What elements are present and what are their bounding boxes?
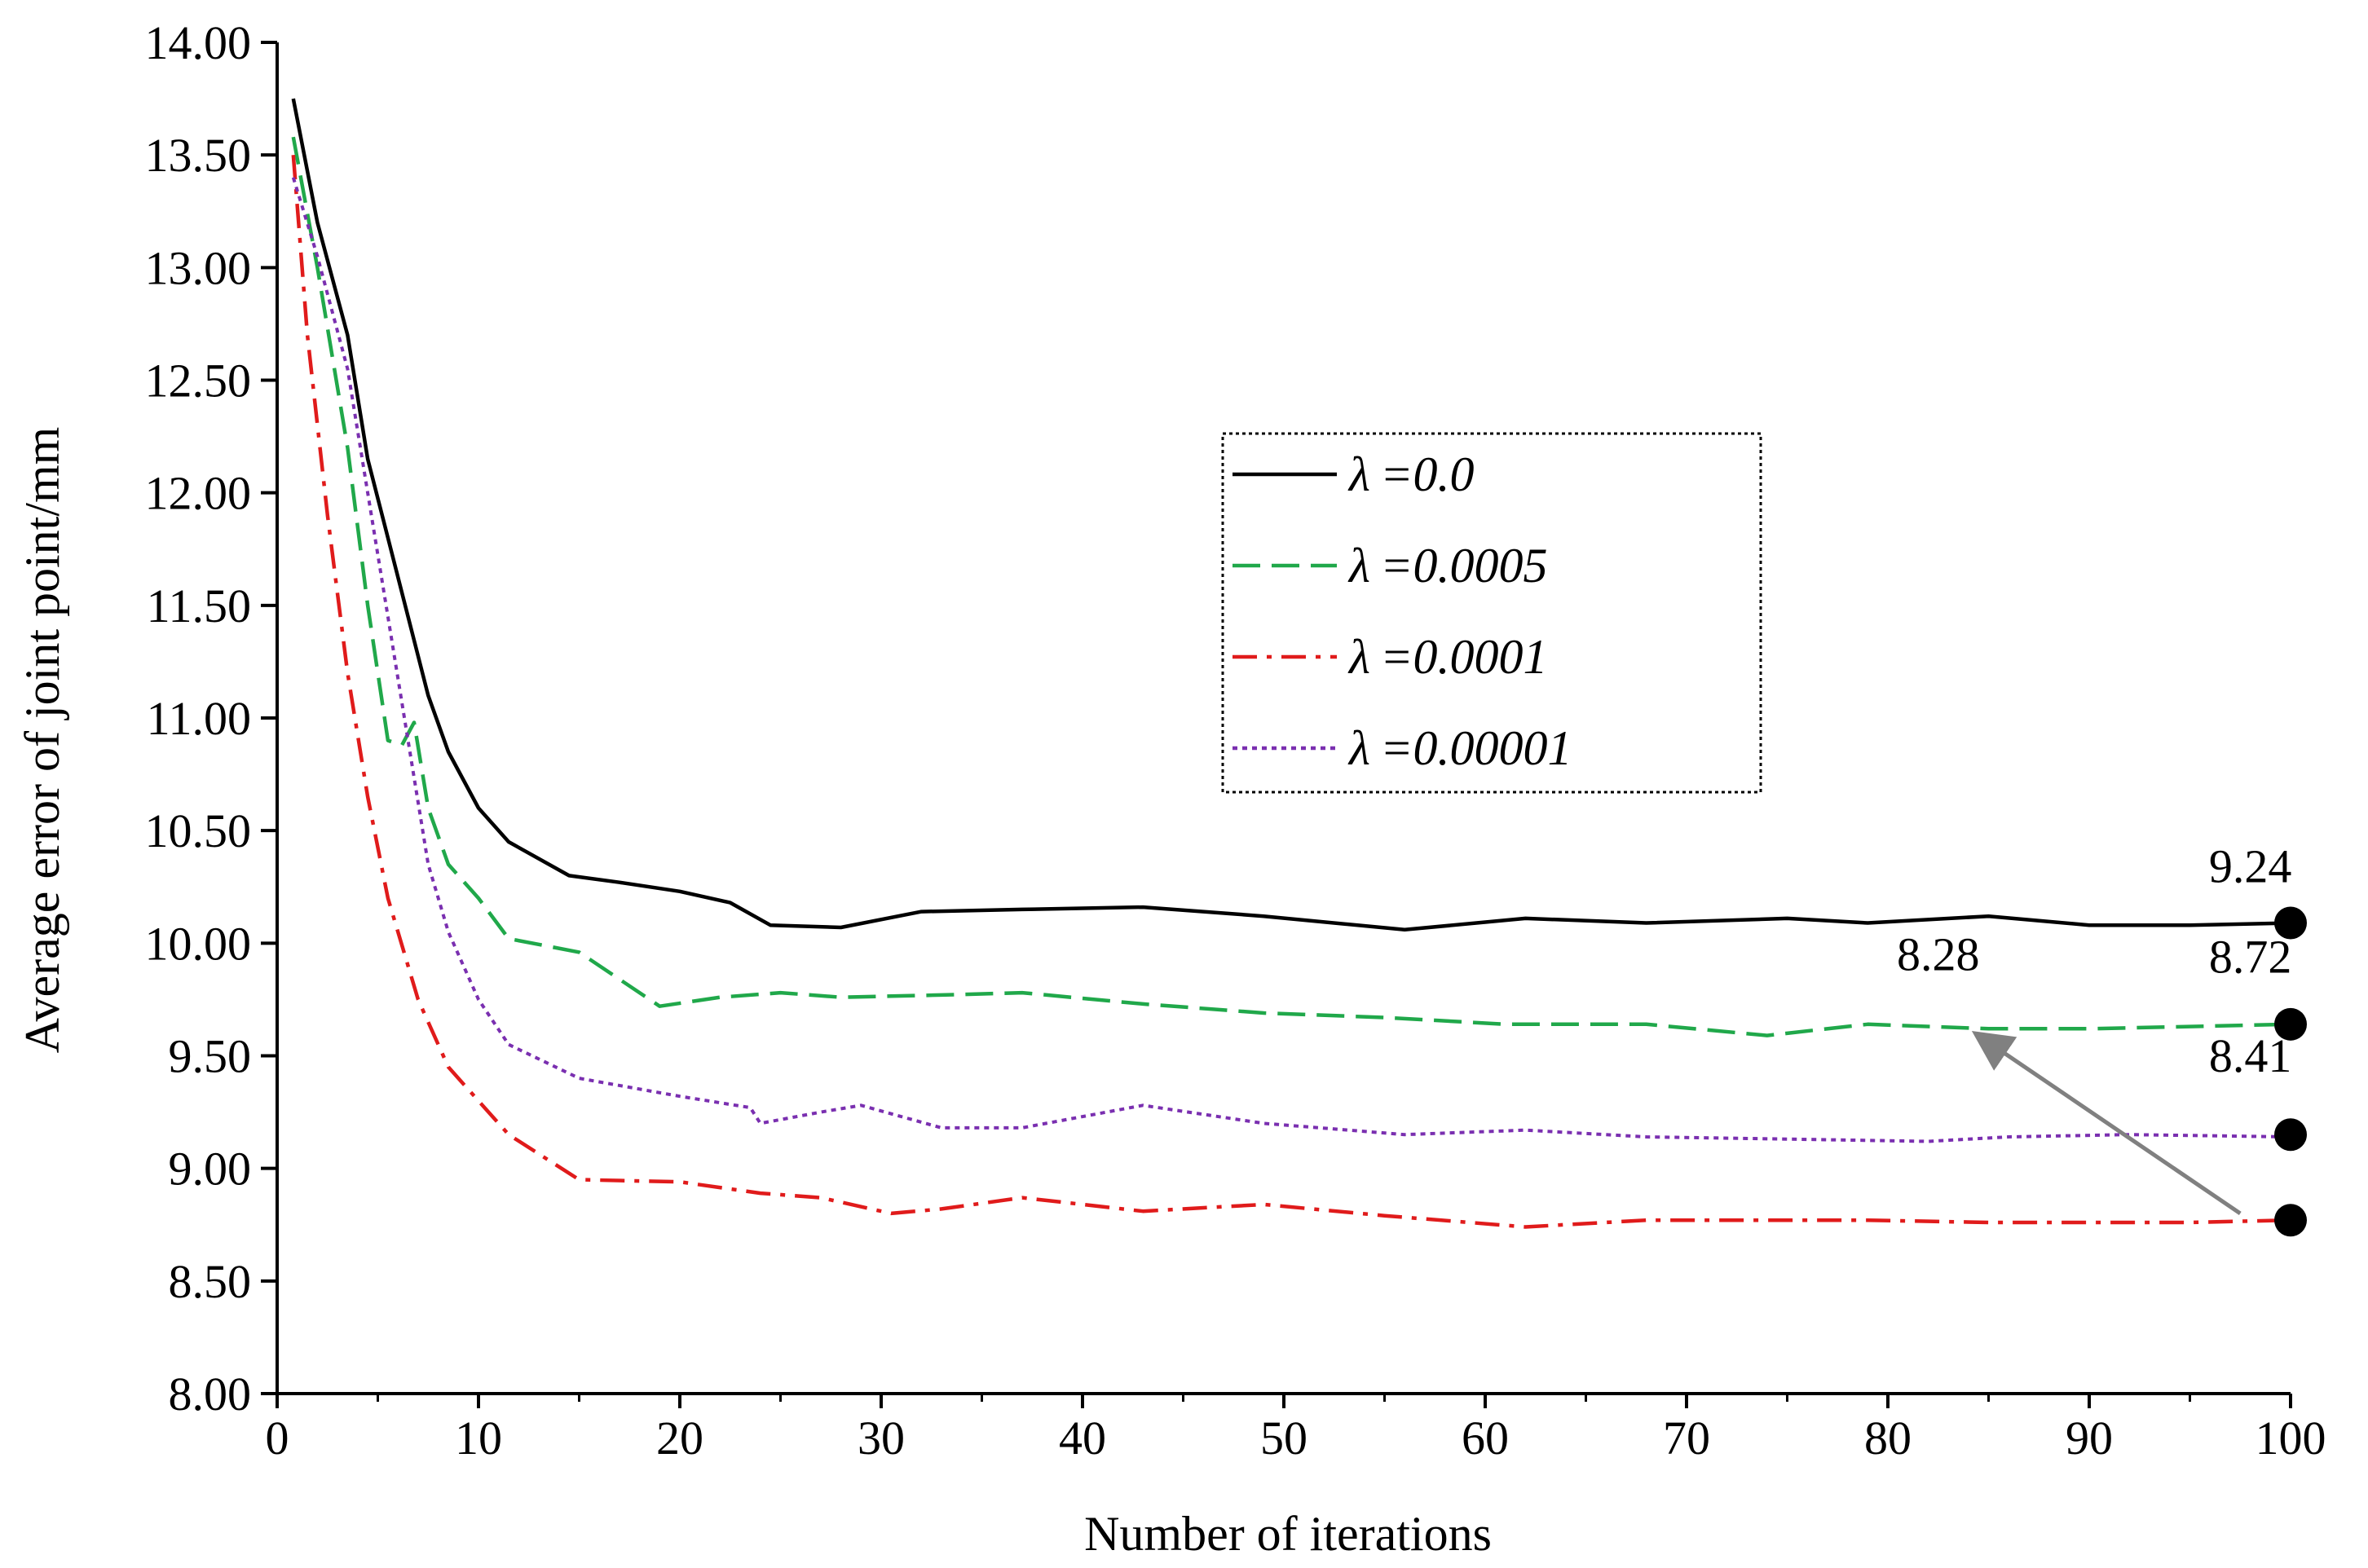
annotation-arrow: [1971, 1031, 2242, 1216]
x-tick-label: 70: [1663, 1412, 1710, 1464]
x-tick-label: 40: [1059, 1412, 1106, 1464]
x-tick-label: 90: [2066, 1412, 2113, 1464]
y-tick-label: 12.50: [145, 355, 252, 407]
data-label: 9.24: [2209, 840, 2292, 893]
data-label: 8.28: [1897, 927, 1980, 980]
axes: 0 10 20 30 40 50 60 70 80 90 100 8.00 8.50 9.00 9.50 10…: [145, 16, 2326, 1464]
y-axis-title: Average error of joint point/mm: [15, 427, 69, 1054]
data-label: 8.41: [2209, 1029, 2292, 1082]
lambda-symbol: λ: [1347, 447, 1370, 501]
x-tick-label: 30: [858, 1412, 905, 1464]
series-line-1: [291, 98, 2291, 932]
y-tick-label: 12.00: [145, 467, 252, 520]
x-tick-label: 10: [455, 1412, 502, 1464]
y-tick-label: 9.00: [169, 1143, 252, 1196]
data-label: 8.72: [2209, 930, 2292, 983]
y-tick-label: 11.50: [147, 579, 251, 632]
end-markers: [2274, 906, 2307, 1237]
end-point-marker: [2274, 1007, 2307, 1041]
y-tick-label: 11.00: [147, 692, 251, 745]
legend-label-2: λ =0.0005: [1347, 539, 1548, 592]
lambda-symbol: λ: [1347, 630, 1370, 684]
legend-label-3: λ =0.0001: [1347, 630, 1548, 684]
y-tick-label: 13.50: [145, 129, 252, 182]
legend-box: [1221, 432, 1762, 794]
x-tick-label: 100: [2256, 1412, 2326, 1464]
lambda-value: =0.0001: [1380, 630, 1548, 684]
y-tick-label: 10.00: [145, 917, 252, 970]
lambda-value: =0.00001: [1380, 721, 1572, 775]
end-point-marker: [2274, 1204, 2307, 1237]
lambda-value: =0.0: [1380, 447, 1475, 501]
series-lines: [291, 98, 2291, 1229]
lambda-value: =0.0005: [1380, 539, 1548, 592]
y-tick-label: 14.00: [145, 16, 252, 69]
x-tick-label: 80: [1864, 1412, 1912, 1464]
lambda-symbol: λ: [1347, 539, 1370, 592]
x-tick-label: 50: [1260, 1412, 1307, 1464]
x-tick-label: 60: [1462, 1412, 1509, 1464]
x-tick-label: 20: [656, 1412, 703, 1464]
lambda-symbol: λ: [1347, 721, 1370, 775]
x-tick-label: 0: [266, 1412, 289, 1464]
legend-label-4: λ =0.00001: [1347, 721, 1572, 775]
y-tick-label: 8.00: [169, 1368, 252, 1420]
y-tick-label: 9.50: [169, 1030, 252, 1083]
end-point-marker: [2274, 906, 2307, 940]
y-tick-label: 8.50: [169, 1255, 252, 1308]
series-line-2: [291, 136, 2291, 1037]
series-line-3: [291, 155, 2291, 1229]
y-tick-label: 13.00: [145, 241, 252, 294]
y-tick-label: 10.50: [145, 804, 252, 857]
end-point-marker: [2274, 1118, 2307, 1152]
series-line-4: [291, 177, 2291, 1143]
legend-label-1: λ =0.0: [1347, 447, 1475, 501]
annotations: 9.24 8.72 8.41 8.28: [1897, 840, 2292, 1216]
x-axis-title: Number of iterations: [1084, 1507, 1492, 1561]
